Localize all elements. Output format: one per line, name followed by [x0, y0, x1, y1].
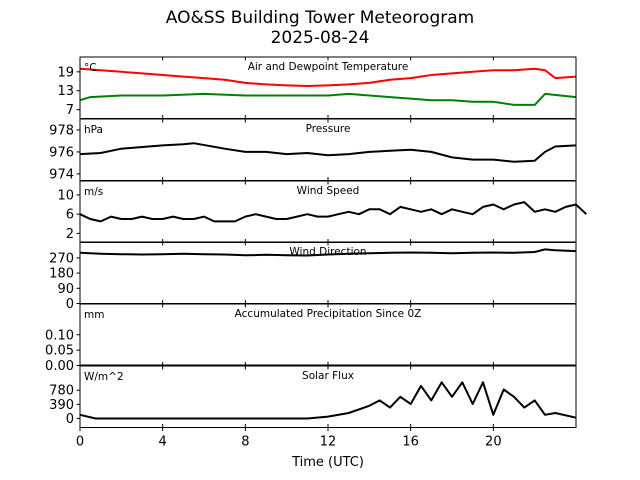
panel-title: Accumulated Precipitation Since 0Z	[235, 308, 422, 320]
panel-title: Pressure	[306, 123, 351, 135]
y-tick-label: 0	[66, 297, 74, 312]
x-axis-label: Time (UTC)	[291, 455, 364, 470]
series-line-1-0	[79, 142, 577, 163]
y-tick-label: 780	[49, 384, 74, 399]
x-tick-label: 20	[485, 435, 502, 450]
y-tick-label: 0	[66, 412, 74, 427]
series-line-5-0	[79, 381, 577, 420]
panel-4: 0.000.050.10 mm Accumulated Precipitation …	[45, 303, 577, 374]
x-tick-label: 4	[159, 435, 167, 450]
y-tick-label: 978	[49, 123, 74, 138]
y-tick-label: 13	[57, 84, 74, 99]
panel-unit-label: hPa	[84, 124, 103, 136]
y-tick-label: 6	[66, 208, 74, 223]
y-tick-label: 180	[49, 267, 74, 282]
series-line-0-0	[79, 67, 577, 87]
series-line-0-1	[79, 92, 577, 106]
panel-title: Air and Dewpoint Temperature	[248, 61, 409, 73]
panel-unit-label: °C	[84, 62, 97, 74]
panel-2: 2 6 10 m/s Wind Speed	[57, 180, 587, 243]
chart-title: AO&SS Building Tower Meteorogram	[165, 8, 475, 28]
panel-unit-label: m/s	[84, 186, 103, 198]
y-tick-label: 19	[57, 65, 74, 80]
y-tick-label: 974	[49, 167, 74, 182]
y-tick-label: 0.10	[45, 328, 74, 343]
panel-unit-label: W/m^2	[84, 371, 124, 383]
y-tick-label: 976	[49, 145, 74, 160]
chart-subtitle: 2025-08-24	[270, 28, 370, 48]
panel-unit-label: mm	[84, 309, 104, 321]
x-tick-label: 16	[402, 435, 419, 450]
x-tick-label: 12	[320, 435, 337, 450]
x-tick-label: 8	[241, 435, 249, 450]
y-tick-label: 390	[49, 398, 74, 413]
panel-title: Wind Direction	[289, 246, 366, 258]
y-tick-label: 2	[66, 227, 74, 242]
panel-0: 7 13 19 °C Air and Dewpoint Temperature	[57, 56, 577, 119]
y-tick-label: 90	[57, 282, 74, 297]
series-line-3-0	[79, 248, 577, 257]
x-tick-label: 0	[76, 435, 84, 450]
panel-1: 974 976 978 hPa Pressure	[49, 118, 577, 182]
y-tick-label: 0.00	[45, 359, 74, 374]
y-tick-label: 7	[66, 103, 74, 118]
panel-title: Solar Flux	[302, 370, 354, 382]
panel-title: Wind Speed	[297, 185, 360, 197]
y-tick-label: 270	[49, 251, 74, 266]
y-tick-label: 10	[57, 188, 74, 203]
y-tick-label: 0.05	[45, 344, 74, 359]
series-line-2-0	[79, 201, 587, 223]
